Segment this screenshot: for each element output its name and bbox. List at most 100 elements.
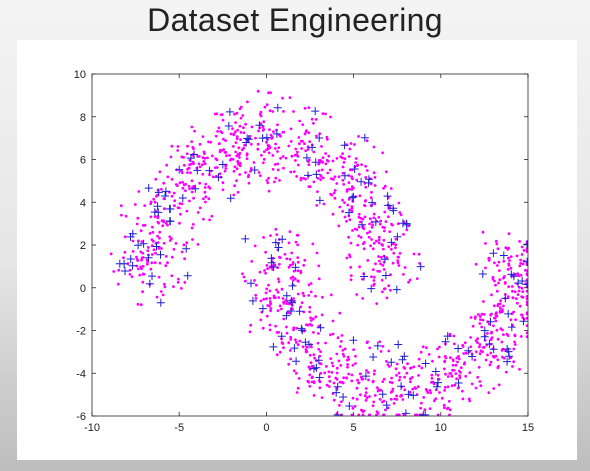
data-point-dot: [402, 273, 405, 276]
data-point-plus: [305, 340, 313, 349]
data-point-dot: [336, 336, 340, 340]
data-point-dot: [332, 398, 336, 402]
data-point-plus: [139, 239, 148, 248]
data-point-dot: [397, 201, 401, 205]
data-point-dot: [520, 253, 524, 256]
data-point-dot: [457, 386, 461, 389]
data-point-dot: [387, 349, 391, 353]
data-point-plus: [398, 219, 407, 228]
data-point-dot: [291, 261, 295, 264]
data-point-dot: [482, 300, 485, 303]
data-point-dot: [202, 197, 205, 201]
data-point-dot: [522, 249, 526, 252]
data-point-dot: [506, 268, 510, 271]
data-point-dot: [224, 164, 228, 168]
data-point-dot: [296, 269, 300, 273]
data-point-dot: [269, 234, 272, 238]
data-point-dot: [320, 168, 324, 172]
data-point-plus: [416, 262, 425, 271]
data-point-dot: [354, 354, 357, 358]
data-point-dot: [509, 356, 513, 360]
data-point-dot: [397, 264, 401, 267]
data-point-plus: [156, 298, 165, 307]
data-point-dot: [355, 397, 359, 401]
figure-panel: -10 -5 0 5 10 15 -6 -4 -2 0 2 4 6 8 10: [17, 40, 577, 460]
data-point-dot: [299, 139, 303, 143]
data-point-dot: [481, 318, 485, 322]
data-point-dot: [317, 162, 321, 166]
data-point-dot: [308, 305, 312, 309]
data-point-dot: [308, 384, 312, 388]
data-point-dot: [301, 291, 305, 295]
data-point-plus: [380, 255, 389, 264]
data-point-dot: [242, 146, 246, 150]
data-point-dot: [341, 178, 345, 182]
data-point-dot: [152, 248, 156, 252]
data-point-plus: [161, 187, 170, 196]
data-point-dot: [342, 376, 346, 380]
data-point-dot: [375, 413, 378, 416]
data-point-dot: [354, 157, 358, 160]
data-point-dot: [368, 413, 371, 416]
data-point-dot: [349, 241, 353, 245]
data-point-dot: [313, 356, 316, 360]
data-point-dot: [495, 328, 499, 332]
data-point-dot: [224, 139, 228, 142]
data-point-dot: [499, 299, 502, 302]
data-point-dot: [405, 228, 409, 232]
data-point-dot: [396, 261, 400, 265]
data-point-dot: [319, 159, 322, 162]
data-point-dot: [191, 238, 194, 241]
data-point-dot: [112, 270, 116, 273]
data-point-dot: [461, 397, 465, 401]
data-point-dot: [292, 326, 296, 330]
data-point-dot: [339, 340, 343, 343]
data-point-dot: [298, 119, 302, 123]
data-point-dot: [128, 268, 132, 272]
data-point-dot: [361, 413, 365, 416]
data-point-dot: [378, 270, 381, 273]
data-point-plus: [421, 359, 430, 368]
data-point-dot: [158, 230, 162, 234]
data-point-dot: [454, 372, 458, 375]
data-point-dot: [130, 275, 134, 279]
data-point-dot: [370, 190, 373, 194]
data-point-dot: [443, 360, 447, 364]
data-point-dot: [448, 332, 452, 336]
data-point-plus: [349, 336, 358, 345]
data-point-dot: [504, 370, 508, 374]
data-point-dot: [203, 152, 206, 155]
data-point-dot: [442, 403, 446, 407]
data-point-dot: [274, 324, 277, 328]
data-point-dot: [521, 295, 525, 299]
data-point-dot: [405, 371, 409, 375]
data-point-dot: [157, 275, 161, 279]
data-point-dot: [500, 349, 504, 352]
data-point-dot: [281, 96, 284, 100]
data-point-dot: [267, 283, 270, 287]
data-point-dot: [398, 375, 402, 379]
data-point-dot: [467, 397, 471, 401]
data-point-dot: [458, 376, 462, 380]
data-point-dot: [398, 378, 401, 382]
data-point-plus: [392, 285, 401, 294]
data-point-dot: [408, 278, 412, 282]
data-point-dot: [368, 217, 372, 221]
data-point-dot: [294, 240, 298, 244]
data-point-dot: [329, 293, 333, 297]
data-point-dot: [198, 165, 202, 169]
data-point-dot: [292, 297, 295, 300]
data-point-dot: [208, 173, 211, 177]
data-point-plus: [247, 279, 255, 288]
data-point-dot: [235, 111, 239, 115]
data-point-dot: [447, 399, 451, 403]
data-point-dot: [233, 112, 236, 116]
data-point-dot: [236, 190, 240, 194]
data-point-dot: [303, 106, 307, 110]
data-point-dot: [385, 359, 388, 363]
data-point-dot: [296, 386, 300, 390]
data-point-plus: [383, 192, 392, 201]
data-point-dot: [158, 170, 162, 174]
data-point-dot: [150, 253, 154, 256]
data-point-dot: [525, 250, 528, 253]
